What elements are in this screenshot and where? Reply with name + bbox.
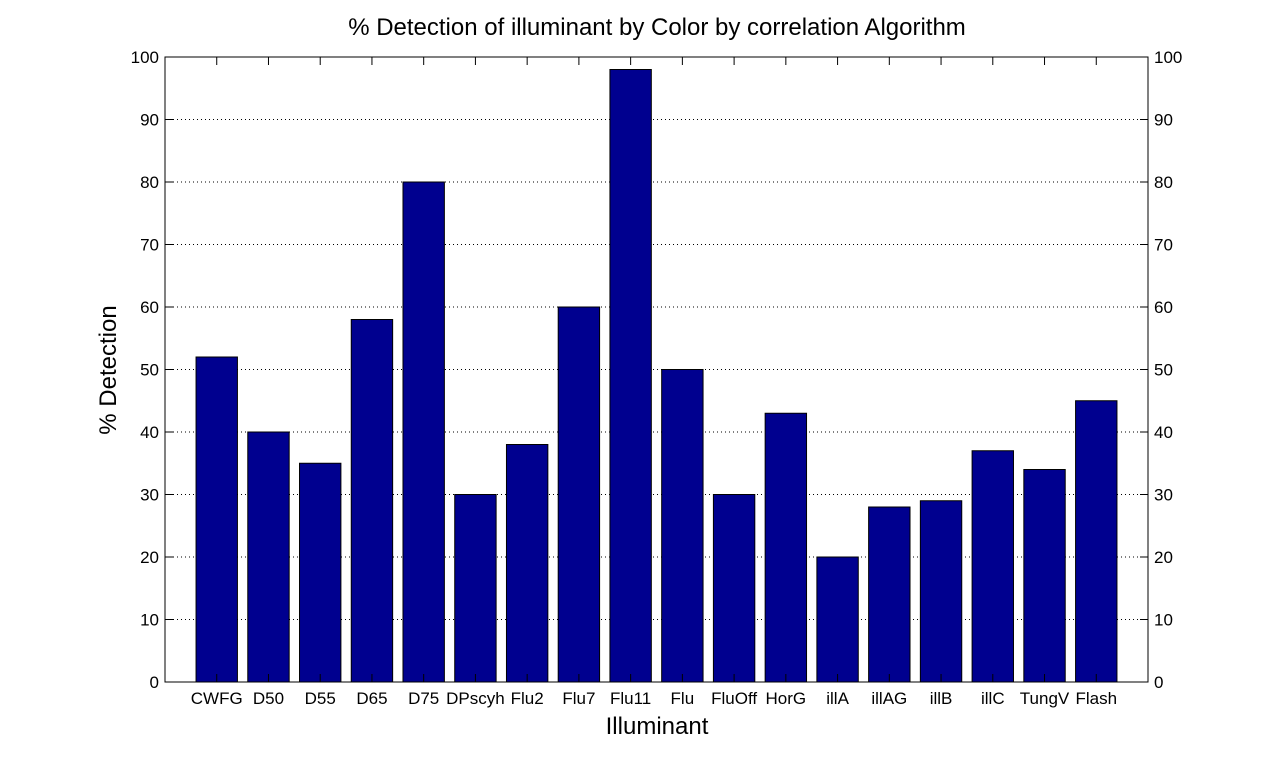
y-tick-label-left: 10 [140, 611, 159, 630]
x-tick-label: illC [981, 689, 1005, 708]
y-tick-label-right: 20 [1154, 548, 1173, 567]
y-tick-label-right: 0 [1154, 673, 1163, 692]
bar-TungV [1023, 469, 1066, 683]
x-tick-label: HorG [766, 689, 807, 708]
bar-D65 [350, 319, 394, 683]
plot-frame [164, 56, 1149, 683]
y-tick-label-left: 60 [140, 298, 159, 317]
y-tick-label-right: 80 [1154, 173, 1173, 192]
bar-Flu2 [505, 444, 549, 683]
x-tick-label: DPscyh [446, 689, 505, 708]
x-tick-label: Flu7 [562, 689, 595, 708]
x-tick-label: Flu [671, 689, 695, 708]
bar-illC [971, 450, 1014, 683]
y-tick-label-left: 40 [140, 423, 159, 442]
y-tick-label-right: 90 [1154, 111, 1173, 130]
y-tick-label-left: 50 [140, 361, 159, 380]
y-tick-label-right: 50 [1154, 361, 1173, 380]
bar-D55 [299, 462, 342, 683]
bar-illB [919, 500, 963, 683]
x-tick-label: CWFG [191, 689, 243, 708]
y-tick-label-right: 10 [1154, 611, 1173, 630]
bar-D75 [402, 181, 445, 683]
x-tick-label: illA [826, 689, 849, 708]
bar-illA [816, 556, 859, 683]
y-tick-label-left: 20 [140, 548, 159, 567]
x-tick-label: D50 [253, 689, 284, 708]
y-tick-label-right: 30 [1154, 486, 1173, 505]
x-tick-label: Flash [1075, 689, 1117, 708]
bar-Flash [1075, 400, 1118, 683]
y-tick-label-left: 30 [140, 486, 159, 505]
y-tick-label-left: 90 [140, 111, 159, 130]
y-tick-label-right: 100 [1154, 48, 1182, 67]
bar-illAG [868, 506, 911, 683]
x-tick-label: illB [930, 689, 953, 708]
x-tick-label: D55 [305, 689, 336, 708]
bar-Flu11 [609, 69, 652, 683]
bar-Flu7 [557, 306, 601, 683]
x-tick-label: FluOff [711, 689, 757, 708]
y-tick-label-left: 100 [131, 48, 159, 67]
y-tick-label-right: 70 [1154, 236, 1173, 255]
bar-FluOff [712, 494, 756, 683]
x-tick-label: D75 [408, 689, 439, 708]
bar-CWFG [195, 356, 238, 683]
bar-DPscyh [454, 494, 497, 683]
y-tick-label-left: 70 [140, 236, 159, 255]
bar-D50 [247, 431, 290, 683]
x-tick-label: Flu2 [511, 689, 544, 708]
y-axis-label: % Detection [95, 305, 122, 434]
x-axis-label: Illuminant [606, 713, 709, 740]
y-tick-label-right: 40 [1154, 423, 1173, 442]
chart-title: % Detection of illuminant by Color by co… [348, 14, 966, 41]
x-tick-label: D65 [356, 689, 387, 708]
y-tick-label-right: 60 [1154, 298, 1173, 317]
x-tick-label: Flu11 [610, 689, 651, 708]
x-tick-label: illAG [871, 689, 907, 708]
bar-HorG [764, 412, 808, 683]
y-tick-label-left: 80 [140, 173, 159, 192]
bar-Flu [661, 369, 704, 683]
x-tick-label: TungV [1020, 689, 1070, 708]
y-tick-label-left: 0 [150, 673, 159, 692]
